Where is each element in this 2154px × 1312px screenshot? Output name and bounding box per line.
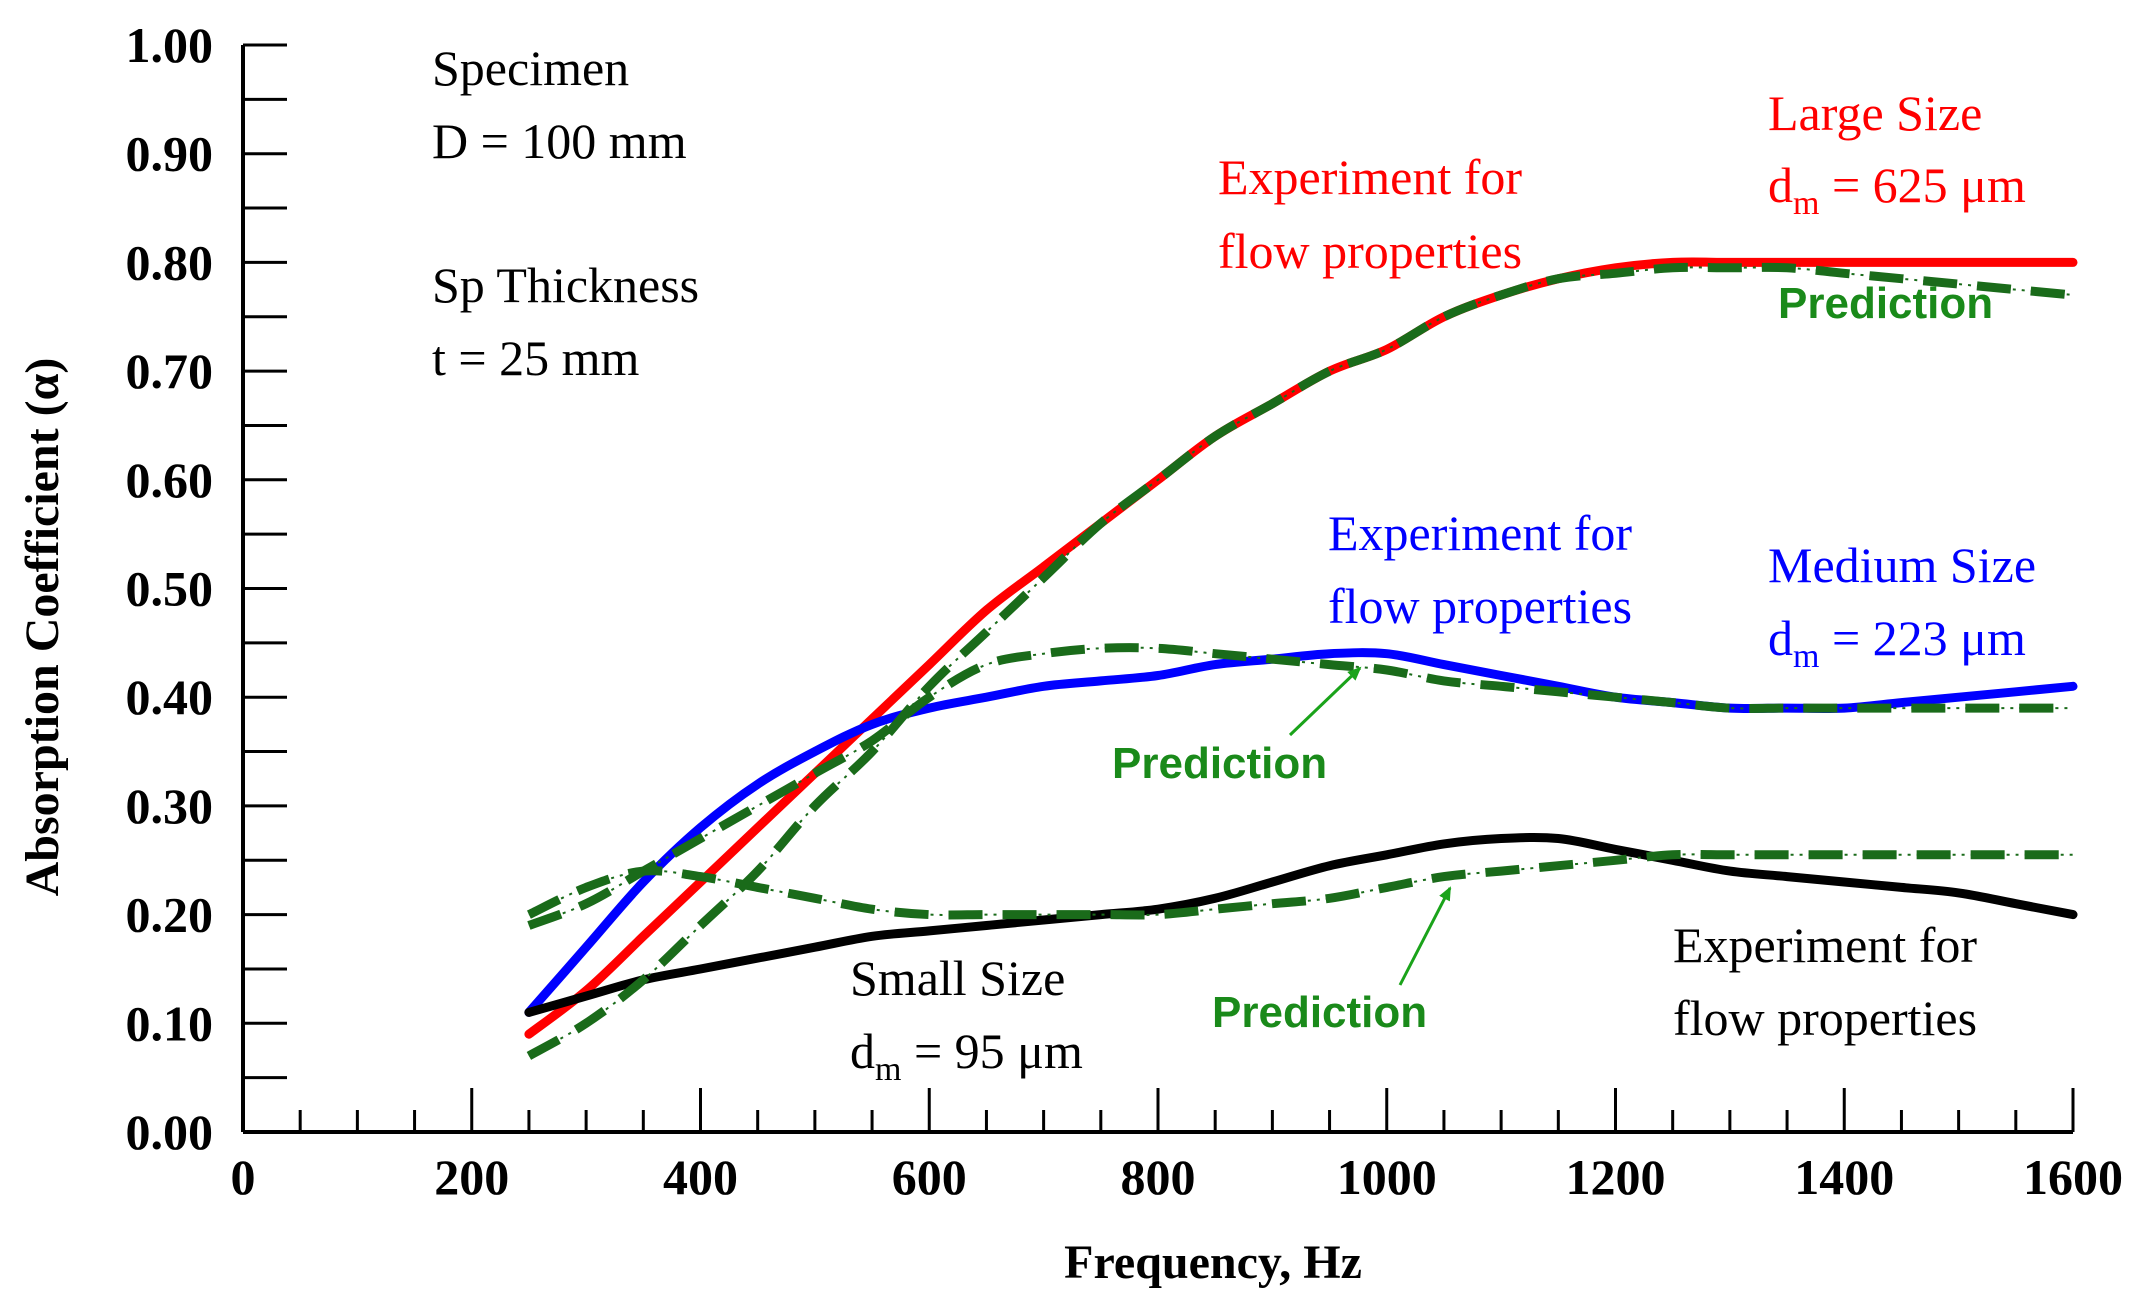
large-dm-sub: m (1793, 185, 1819, 222)
label-small-experiment-2: flow properties (1673, 990, 1977, 1046)
y-tick-label: 0.00 (126, 1104, 214, 1160)
annotation-diameter: D = 100 mm (432, 113, 687, 169)
label-small-dm: dm = 95 μm (850, 1023, 1083, 1088)
x-tick-label: 600 (892, 1149, 967, 1205)
label-large-experiment-2: flow properties (1218, 223, 1522, 279)
label-small-size: Small Size (850, 950, 1065, 1006)
small-prediction-arrow (1398, 886, 1452, 986)
x-axis-title: Frequency, Hz (1064, 1236, 1362, 1289)
y-tick-label: 0.10 (126, 995, 214, 1051)
annotation-thickness-label: Sp Thickness (432, 257, 699, 313)
y-tick-label: 0.90 (126, 126, 214, 182)
series-lines (524, 257, 2078, 1060)
annotation-specimen: Specimen (432, 40, 629, 96)
medium-dm-value: = 223 μm (1819, 610, 2026, 666)
series-line-large-pred (526, 262, 2074, 1060)
label-small-experiment-1: Experiment for (1673, 917, 1977, 973)
medium-prediction-arrow (1288, 666, 1362, 737)
label-large-prediction: Prediction (1778, 279, 1993, 328)
series-line-small-exp (524, 832, 2078, 1017)
y-tick-label: 0.30 (126, 778, 214, 834)
small-dm-prefix: d (850, 1023, 875, 1079)
x-tick-label: 0 (231, 1149, 256, 1205)
x-tick-label: 200 (434, 1149, 509, 1205)
x-tick-label: 1000 (1337, 1149, 1437, 1205)
label-small-prediction: Prediction (1212, 988, 1427, 1037)
y-tick-label: 0.70 (126, 343, 214, 399)
x-tick-label: 400 (663, 1149, 738, 1205)
medium-dm-prefix: d (1768, 610, 1793, 666)
series-line-medium-pred (527, 643, 2073, 930)
label-large-dm: dm = 625 μm (1768, 157, 2026, 222)
label-medium-prediction: Prediction (1112, 739, 1327, 788)
y-tick-label: 0.20 (126, 887, 214, 943)
y-tick-label: 0.40 (126, 669, 214, 725)
small-dm-sub: m (875, 1051, 901, 1088)
x-tick-label: 800 (1121, 1149, 1196, 1205)
y-tick-label: 0.80 (126, 234, 214, 290)
x-tick-label: 1200 (1566, 1149, 1666, 1205)
medium-dm-sub: m (1793, 638, 1819, 675)
small-dm-value: = 95 μm (901, 1023, 1083, 1079)
y-tick-label: 0.60 (126, 452, 214, 508)
label-medium-dm: dm = 223 μm (1768, 610, 2026, 675)
y-tick-label: 1.00 (126, 17, 214, 73)
axes: 0.00 0.10 0.20 0.30 0.40 0.50 0.60 0.70 0.80 0.90… (126, 17, 2124, 1205)
label-medium-size: Medium Size (1768, 537, 2036, 593)
x-tick-label: 1400 (1794, 1149, 1894, 1205)
large-dm-prefix: d (1768, 157, 1793, 213)
y-tick-label: 0.50 (126, 561, 214, 617)
label-medium-experiment-2: flow properties (1328, 578, 1632, 634)
label-large-size: Large Size (1768, 85, 1982, 141)
series-line-small-pred (526, 849, 2073, 920)
x-tick-label: 1600 (2023, 1149, 2123, 1205)
label-medium-experiment-1: Experiment for (1328, 505, 1632, 561)
large-dm-value: = 625 μm (1819, 157, 2026, 213)
annotation-thickness-value: t = 25 mm (432, 330, 639, 386)
y-axis-title: Absorption Coefficient (α) (16, 358, 69, 897)
label-large-experiment-1: Experiment for (1218, 149, 1522, 205)
